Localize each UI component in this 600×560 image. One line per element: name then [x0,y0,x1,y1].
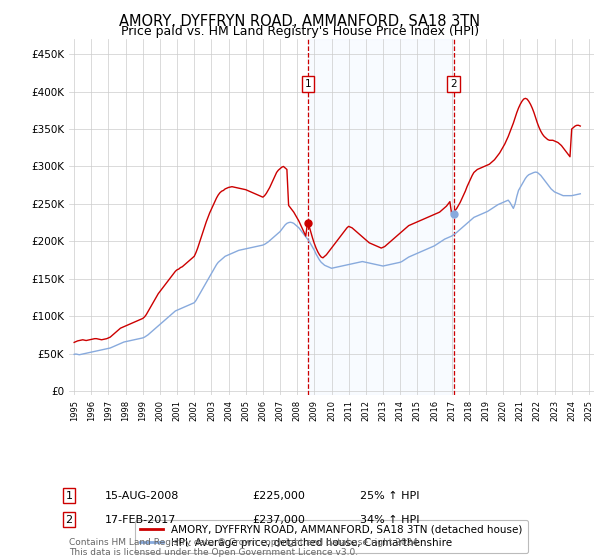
Text: 34% ↑ HPI: 34% ↑ HPI [360,515,419,525]
Text: 2: 2 [65,515,73,525]
Text: 1: 1 [65,491,73,501]
Text: 2: 2 [451,79,457,89]
Legend: AMORY, DYFFRYN ROAD, AMMANFORD, SA18 3TN (detached house), HPI: Average price, d: AMORY, DYFFRYN ROAD, AMMANFORD, SA18 3TN… [135,520,528,553]
Text: 17-FEB-2017: 17-FEB-2017 [105,515,176,525]
Text: 1: 1 [305,79,311,89]
Text: AMORY, DYFFRYN ROAD, AMMANFORD, SA18 3TN: AMORY, DYFFRYN ROAD, AMMANFORD, SA18 3TN [119,14,481,29]
Text: Contains HM Land Registry data © Crown copyright and database right 2024.
This d: Contains HM Land Registry data © Crown c… [69,538,421,557]
Text: Price paid vs. HM Land Registry's House Price Index (HPI): Price paid vs. HM Land Registry's House … [121,25,479,38]
Text: 25% ↑ HPI: 25% ↑ HPI [360,491,419,501]
Bar [308,39,454,395]
Text: £225,000: £225,000 [252,491,305,501]
Text: £237,000: £237,000 [252,515,305,525]
Text: 15-AUG-2008: 15-AUG-2008 [105,491,179,501]
